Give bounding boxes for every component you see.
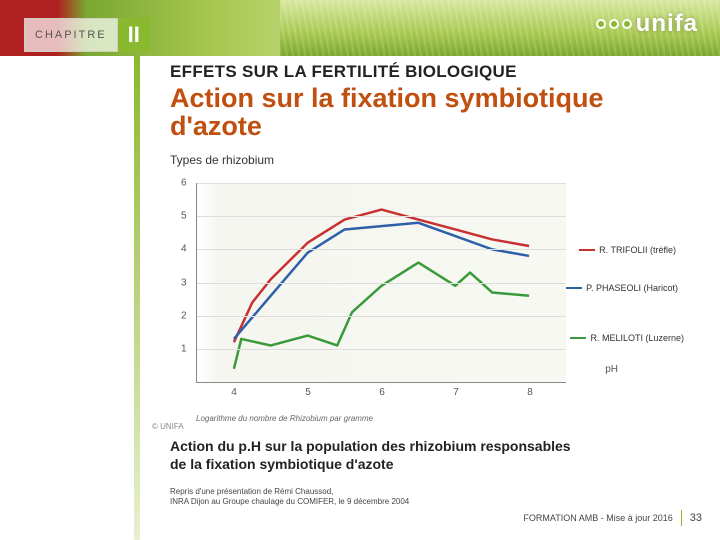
main-content: EFFETS SUR LA FERTILITÉ BIOLOGIQUE Actio… — [170, 62, 700, 506]
chart-ytick: 5 — [181, 211, 187, 222]
chart-gridline — [197, 183, 566, 184]
chart-xaxis-caption: Logarithme du nombre de Rhizobium par gr… — [196, 414, 373, 423]
chart-gridline — [197, 216, 566, 217]
chart-xtick: 7 — [453, 387, 459, 398]
chart-legend-swatch — [579, 249, 595, 251]
chart-ytick: 4 — [181, 244, 187, 255]
chart-copyright: © UNIFA — [152, 422, 184, 431]
chart-series-line — [234, 209, 529, 342]
chart-legend-item: R. MELILOTI (Luzerne) — [570, 333, 684, 343]
chart-legend-swatch — [566, 287, 582, 289]
chart-gridline — [197, 316, 566, 317]
chart-gridline — [197, 249, 566, 250]
chart-legend-label: R. TRIFOLII (trèfle) — [599, 245, 676, 255]
brand-logo: unifa — [596, 10, 698, 38]
chart-plot-area: 12345645678R. TRIFOLII (trèfle)P. PHASEO… — [196, 183, 566, 383]
brand-logo-text: unifa — [636, 10, 698, 38]
chart-ytick: 3 — [181, 277, 187, 288]
source-line-2: INRA Dijon au Groupe chaulage du COMIFER… — [170, 497, 700, 507]
chart-legend-label: R. MELILOTI (Luzerne) — [590, 333, 684, 343]
chart-ytick: 2 — [181, 311, 187, 322]
page-title: Action sur la fixation symbiotique d'azo… — [170, 84, 700, 141]
chart-series-line — [234, 222, 529, 338]
chart-xtick: 4 — [231, 387, 237, 398]
chart-legend-item: R. TRIFOLII (trèfle) — [579, 245, 676, 255]
brand-logo-dots — [596, 19, 632, 29]
rhizobium-chart: 12345645678R. TRIFOLII (trèfle)P. PHASEO… — [170, 173, 600, 423]
chart-xtick: 5 — [305, 387, 311, 398]
chart-gridline — [197, 283, 566, 284]
footer-separator — [681, 510, 682, 526]
page-number: 33 — [690, 512, 702, 524]
chapitre-number: II — [118, 18, 150, 52]
chart-ytick: 1 — [181, 344, 187, 355]
chart-ytick: 6 — [181, 177, 187, 188]
chart-legend-item: P. PHASEOLI (Haricot) — [566, 283, 678, 293]
source-citation: Repris d'une présentation de Rémi Chauss… — [170, 487, 700, 506]
chart-xtick: 8 — [527, 387, 533, 398]
footer-right: FORMATION AMB - Mise à jour 2016 33 — [523, 510, 702, 526]
chapitre-tab: CHAPITRE II — [24, 18, 150, 52]
source-line-1: Repris d'une présentation de Rémi Chauss… — [170, 487, 700, 497]
chart-gridline — [197, 349, 566, 350]
chart-legend-swatch — [570, 337, 586, 339]
chart-legend-label: P. PHASEOLI (Haricot) — [586, 283, 678, 293]
chart-subtitle: Types de rhizobium — [170, 153, 700, 167]
footer-text: FORMATION AMB - Mise à jour 2016 — [523, 513, 672, 523]
chart-xtick: 6 — [379, 387, 385, 398]
chart-xlabel: pH — [605, 364, 618, 375]
side-accent-bar — [134, 56, 140, 540]
chapitre-label: CHAPITRE — [24, 18, 118, 52]
overline-heading: EFFETS SUR LA FERTILITÉ BIOLOGIQUE — [170, 62, 700, 82]
chart-caption: Action du p.H sur la population des rhiz… — [170, 437, 590, 473]
